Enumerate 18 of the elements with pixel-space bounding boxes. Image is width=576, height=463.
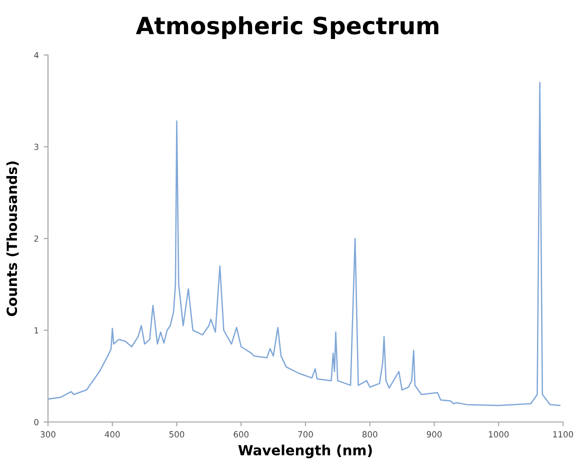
x-tick-label: 600	[234, 431, 249, 438]
y-tick-label: 2	[34, 235, 38, 242]
line-series	[48, 82, 560, 406]
y-tick-label: 1	[34, 327, 38, 334]
y-axis-title: Counts (Thousands)	[6, 161, 19, 316]
chart-title: Atmospheric Spectrum	[136, 16, 438, 40]
y-tick-label: 0	[34, 418, 38, 426]
x-tick-label: 700	[298, 431, 313, 438]
x-tick-label: 500	[169, 431, 184, 438]
x-tick-label: 900	[426, 431, 442, 438]
x-tick-label: 1000	[488, 431, 509, 438]
y-tick-label: 3	[34, 144, 38, 150]
x-tick-label: 1100	[553, 431, 574, 438]
x-tick-label: 400	[104, 431, 120, 438]
x-tick-label: 300	[40, 431, 56, 438]
x-tick-label: 800	[362, 431, 378, 438]
y-tick-label: 4	[34, 52, 39, 58]
x-axis-title: Wavelength (nm)	[238, 444, 372, 458]
